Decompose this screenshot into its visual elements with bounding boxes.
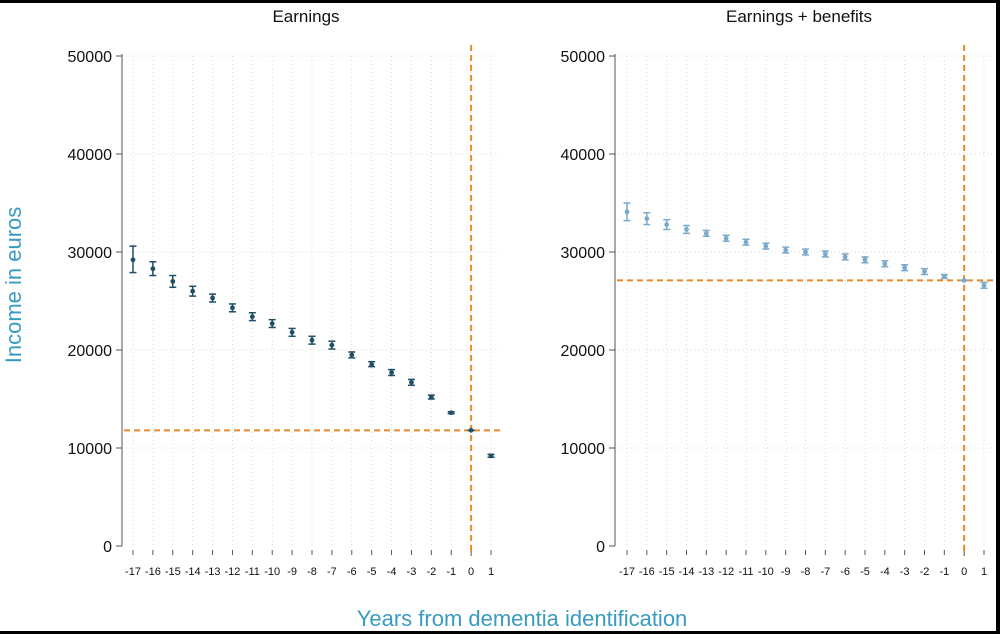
panel2-data-point: [941, 274, 947, 279]
panel1-x-tick-label: -5: [367, 566, 377, 578]
panel1-data-point: [488, 453, 494, 459]
panel1-data-point: [269, 321, 275, 326]
panel1-y-tick-label: 0: [103, 539, 112, 556]
panel1-x-tick-label: -8: [307, 566, 317, 578]
y-axis-label: Income in euros: [1, 206, 26, 364]
panel2-x-tick-label: -10: [758, 566, 774, 578]
panel2-data-point: [624, 209, 630, 215]
frame-top-border: [0, 0, 1000, 3]
panel2-x-tick-label: -1: [939, 566, 949, 578]
panel1-x-tick-label: -4: [387, 566, 397, 578]
panel2-x-tick-label: -2: [920, 566, 930, 578]
panel2-data-point: [703, 230, 709, 236]
panel1-title: Earnings: [272, 7, 339, 26]
panel2-x-tick-label: -15: [659, 566, 675, 578]
panel2-data-point: [822, 251, 828, 257]
panel2-data-point: [684, 227, 689, 232]
panel2-x-tick-label: -16: [639, 566, 655, 578]
panel2-x-tick-label: -12: [718, 566, 734, 578]
panel1-x-tick-label: -1: [446, 566, 456, 578]
panel2-y-tick-label: 0: [596, 539, 605, 556]
panel1-x-tick-label: -6: [347, 566, 357, 578]
panel2-data-point: [981, 282, 987, 288]
panel2-data-point: [743, 239, 749, 245]
panel2-data-point: [862, 257, 868, 263]
panel2-y-tick-label: 40000: [561, 147, 606, 164]
panel2-data-point: [763, 243, 769, 249]
panel1-data-point: [309, 337, 315, 343]
frame-right-border: [996, 0, 1000, 634]
panel2-data-point: [664, 222, 670, 227]
panel2-y-tick-label: 20000: [561, 343, 606, 360]
panel1-x-tick-label: -17: [125, 566, 141, 578]
panel2-data-point: [723, 235, 729, 241]
panel1-x-tick-label: -13: [205, 566, 221, 578]
panel2-data-point: [882, 261, 888, 267]
panel2-x-tick-label: -13: [698, 566, 714, 578]
panel2-x-tick-label: -5: [860, 566, 870, 578]
panel1-data-point: [130, 257, 136, 263]
panel1-data-point: [468, 427, 474, 433]
panel1-y-tick-label: 10000: [68, 441, 113, 458]
panel2-y-tick-label: 10000: [561, 441, 606, 458]
panel1-x-tick-label: -15: [165, 566, 181, 578]
panel1-y-tick-label: 40000: [68, 147, 113, 164]
panel1-y-tick-label: 50000: [68, 49, 113, 66]
panel2-data-point: [644, 216, 650, 222]
panel1-data-point: [150, 266, 156, 272]
panel2-x-tick-label: -6: [840, 566, 850, 578]
panel1-x-tick-label: -16: [145, 566, 161, 578]
panel2-x-tick-label: 0: [961, 566, 967, 578]
panel1-data-point: [389, 370, 394, 375]
panel2-x-tick-label: -11: [738, 566, 753, 578]
panel1-x-tick-label: 0: [468, 566, 474, 578]
panel1-y-tick-label: 20000: [68, 343, 113, 360]
panel2-data-point: [803, 249, 808, 255]
panel1-x-tick-label: -7: [327, 566, 337, 578]
panel1-data-point: [289, 329, 295, 335]
panel1-data-point: [210, 295, 215, 301]
panel1-x-tick-label: -11: [245, 566, 260, 578]
panel1-data-point: [448, 410, 454, 416]
panel2-y-tick-label: 50000: [561, 49, 606, 66]
panel2-data-point: [961, 278, 967, 283]
panel1-data-point: [369, 362, 375, 368]
panel1-data-point: [428, 394, 434, 400]
panel1-x-tick-label: -9: [287, 566, 297, 578]
frame-bottom-border: [0, 631, 1000, 634]
panel1-x-tick-label: -14: [185, 566, 201, 578]
panel2-data-point: [922, 269, 927, 274]
panel2-data-point: [842, 254, 848, 260]
panel2-x-tick-label: -3: [900, 566, 910, 578]
panel1-y-tick-label: 30000: [68, 245, 113, 262]
panel1-x-tick-label: 1: [488, 566, 494, 578]
panel2-x-tick-label: -14: [679, 566, 695, 578]
panel1-x-tick-label: -2: [426, 566, 436, 578]
panel2-y-tick-label: 30000: [561, 245, 606, 262]
panel1-x-tick-label: -3: [407, 566, 417, 578]
panel1-x-tick-label: -10: [264, 566, 280, 578]
panel1-data-point: [349, 352, 355, 358]
panel1-data-point: [190, 288, 196, 294]
panel1-data-point: [170, 279, 176, 284]
panel2-data-point: [902, 265, 908, 271]
panel2-title: Earnings + benefits: [726, 7, 872, 26]
panel1-data-point: [249, 314, 255, 320]
panel2-x-tick-label: -4: [880, 566, 890, 578]
panel1-data-point: [329, 342, 335, 348]
panel2-x-tick-label: -9: [781, 566, 791, 578]
panel2-x-tick-label: -7: [820, 566, 830, 578]
panel1-data-point: [409, 379, 414, 385]
panel2-data-point: [783, 247, 789, 253]
panel2-x-tick-label: -17: [619, 566, 635, 578]
panel1-x-tick-label: -12: [224, 566, 240, 578]
x-axis-label: Years from dementia identification: [356, 606, 688, 631]
panel2-x-tick-label: 1: [981, 566, 987, 578]
panel2-x-tick-label: -8: [801, 566, 811, 578]
panel1-data-point: [230, 305, 235, 311]
